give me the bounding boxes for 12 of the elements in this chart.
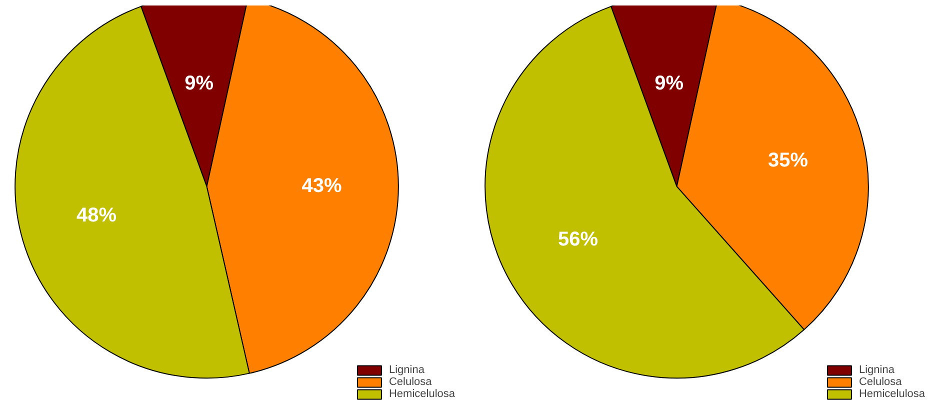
data-label: 35%	[768, 149, 808, 172]
legend-label: Celulosa	[858, 376, 902, 388]
data-label: 48%	[76, 204, 117, 227]
data-label: 43%	[302, 175, 342, 197]
data-label: 9%	[654, 72, 684, 94]
data-label: 9%	[184, 72, 214, 94]
data-label: 56%	[558, 228, 598, 250]
legend-label: Hemicelulosa	[858, 388, 925, 400]
legend-label: Celulosa	[388, 376, 432, 388]
legend-label: Hemicelulosa	[388, 388, 455, 400]
legend-label: Lignina	[858, 364, 894, 376]
legend-label: Lignina	[388, 364, 424, 376]
